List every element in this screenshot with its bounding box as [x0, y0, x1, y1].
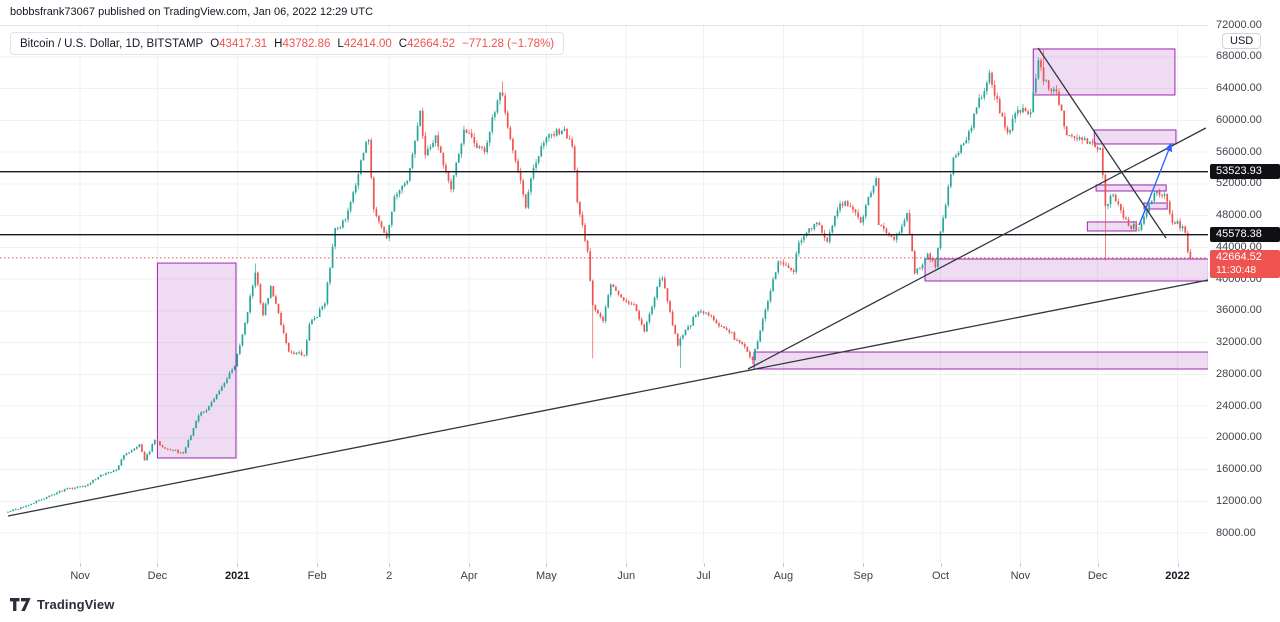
- legend-open-label: O: [210, 37, 220, 50]
- zone-zone-51-52k: [1095, 184, 1167, 192]
- projection-arrow[interactable]: [1138, 142, 1173, 226]
- time-axis[interactable]: Nov Dec 2021 Feb 2 Apr May Jun Jul Aug Sep Oct Nov De…: [0, 563, 1208, 591]
- frame-top-border: [0, 25, 1280, 26]
- attribution-text: bobbsfrank73067 published on TradingView…: [10, 6, 374, 18]
- price-tick-label: 24000.00: [1216, 399, 1262, 412]
- grid: [0, 26, 1208, 563]
- legend-symbol-text: Bitcoin / U.S. Dollar, 1D, BITSTAMP: [20, 37, 204, 50]
- time-axis-label: Feb: [307, 570, 327, 582]
- legend-close-value: 42664.52: [407, 37, 456, 50]
- zone-demand-40-42k: [924, 258, 1208, 282]
- time-axis-label: Nov: [70, 570, 90, 582]
- price-tick-label: 8000.00: [1216, 526, 1256, 539]
- time-axis-label: Nov: [1010, 570, 1031, 582]
- tradingview-logo-icon: [10, 598, 31, 611]
- zones-group[interactable]: [156, 48, 1208, 459]
- time-axis-label: Oct: [931, 570, 950, 582]
- time-axis-label: 2: [386, 570, 393, 582]
- time-tick-mark: [469, 563, 471, 567]
- time-axis-label: 2022: [1165, 570, 1190, 582]
- time-axis-label: Aug: [773, 570, 794, 582]
- time-axis-label: Jun: [617, 570, 636, 582]
- legend-high-value: 43782.86: [282, 37, 331, 50]
- level-lines-group[interactable]: [0, 170, 1208, 236]
- time-tick-mark: [389, 563, 391, 567]
- time-tick-mark: [317, 563, 319, 567]
- bar-countdown: 11:30:48: [1216, 264, 1257, 277]
- time-tick-mark: [863, 563, 865, 567]
- price-tick-label: 68000.00: [1216, 50, 1262, 63]
- legend-open-value: 43417.31: [219, 37, 268, 50]
- zone-supply-57-59k: [1093, 129, 1177, 145]
- price-tick-label: 20000.00: [1216, 431, 1262, 444]
- time-tick-mark: [1177, 563, 1179, 567]
- price-level-badge-2: 45578.38: [1210, 227, 1280, 243]
- price-tick-label: 12000.00: [1216, 494, 1262, 507]
- legend-change-value: −771.28 (−1.78%): [462, 37, 555, 50]
- trendline-steep-ascending-from-july-low: [747, 127, 1207, 370]
- legend-close-label: C: [398, 37, 408, 50]
- zone-dec-2020-box: [156, 262, 237, 459]
- trendline-descending-from-ath: [1037, 47, 1167, 239]
- tradingview-logo-text: TradingView: [37, 597, 115, 612]
- time-tick-mark: [626, 563, 628, 567]
- price-axis[interactable]: USD 72000.00 68000.00 64000.00 60000.00 5600…: [1208, 19, 1280, 591]
- time-axis-label: May: [535, 570, 557, 582]
- zone-ath-supply-box: [1032, 48, 1176, 96]
- price-tick-label: 64000.00: [1216, 82, 1262, 94]
- time-axis-label: Jul: [696, 570, 711, 582]
- last-price-value: 42664.52: [1216, 251, 1262, 264]
- tradingview-logo[interactable]: TradingView: [10, 597, 114, 612]
- zone-demand-29-31k: [753, 351, 1208, 370]
- time-tick-mark: [237, 563, 239, 567]
- legend-low-label: L: [337, 37, 344, 50]
- price-tick-label: 72000.00: [1216, 18, 1262, 31]
- candles-group: [7, 48, 1192, 513]
- time-tick-mark: [1020, 563, 1022, 567]
- time-tick-mark: [1097, 563, 1099, 567]
- time-axis-label: Sep: [853, 570, 873, 582]
- legend-high-label: H: [274, 37, 283, 50]
- price-tick-label: 32000.00: [1216, 336, 1262, 348]
- price-tick-label: 60000.00: [1216, 113, 1262, 126]
- legend[interactable]: Bitcoin / U.S. Dollar, 1D, BITSTAMP O 434…: [10, 32, 565, 55]
- time-axis-label: Apr: [460, 570, 478, 582]
- time-tick-mark: [80, 563, 82, 567]
- time-axis-label: Dec: [147, 570, 168, 582]
- price-tick-label: 48000.00: [1216, 209, 1262, 221]
- currency-badge: USD: [1222, 33, 1262, 49]
- legend-low-value: 42414.00: [343, 37, 392, 50]
- time-tick-mark: [157, 563, 159, 567]
- time-axis-label: Dec: [1087, 570, 1108, 582]
- time-tick-mark: [546, 563, 548, 567]
- time-tick-mark: [940, 563, 942, 567]
- time-axis-label: 2021: [225, 570, 250, 582]
- time-tick-mark: [703, 563, 705, 567]
- price-tick-label: 44000.00: [1216, 240, 1262, 253]
- price-tick-label: 56000.00: [1216, 145, 1262, 158]
- time-tick-mark: [783, 563, 785, 567]
- price-tick-label: 52000.00: [1216, 177, 1262, 190]
- price-tick-label: 36000.00: [1216, 304, 1262, 317]
- last-price-badge: 42664.52 11:30:48: [1210, 250, 1280, 279]
- price-level-badge-1: 53523.93: [1210, 164, 1280, 180]
- trendline-long-ascending-support: [7, 279, 1208, 517]
- price-tick-label: 16000.00: [1216, 463, 1262, 475]
- price-tick-label: 28000.00: [1216, 367, 1262, 380]
- trendlines-group[interactable]: [7, 47, 1208, 517]
